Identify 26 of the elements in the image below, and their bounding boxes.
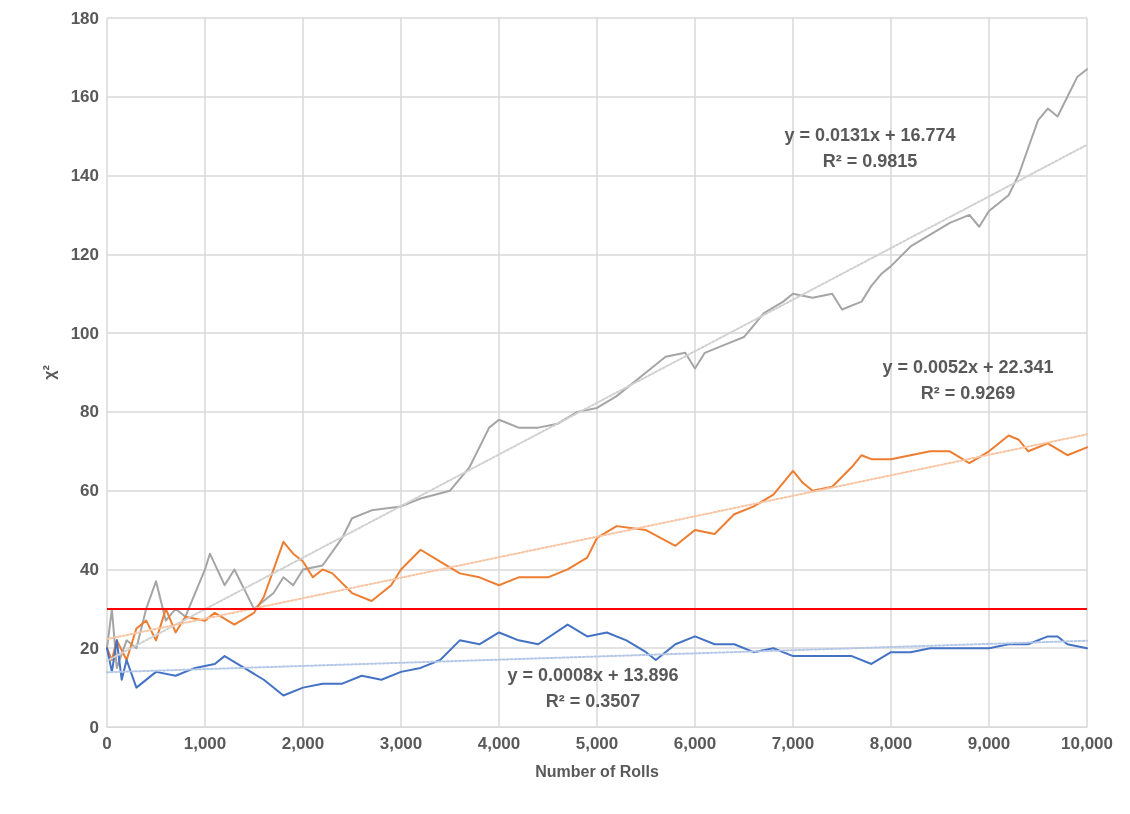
x-tick-label: 1,000 bbox=[183, 734, 227, 753]
x-tick-label: 7,000 bbox=[771, 734, 815, 753]
y-tick-label: 20 bbox=[80, 638, 99, 658]
y-tick-label: 140 bbox=[70, 166, 99, 186]
y-tick-label: 120 bbox=[70, 244, 99, 264]
x-tick-label: 5,000 bbox=[575, 734, 619, 753]
annotation: y = 0.0008x + 13.896 R² = 0.3507 bbox=[507, 665, 679, 711]
annotation: y = 0.0052x + 22.341 R² = 0.9269 bbox=[882, 357, 1054, 403]
y-tick-label: 60 bbox=[80, 481, 99, 501]
x-tick-label: 3,000 bbox=[379, 734, 423, 753]
x-tick-label: 4,000 bbox=[477, 734, 521, 753]
y-tick-label: 180 bbox=[70, 8, 99, 28]
x-axis-title: Number of Rolls bbox=[535, 762, 659, 780]
x-tick-label: 0 bbox=[102, 734, 112, 753]
y-tick-label: 160 bbox=[70, 87, 99, 107]
y-tick-label: 40 bbox=[80, 559, 99, 579]
y-tick-label: 100 bbox=[70, 323, 99, 343]
annotation: y = 0.0131x + 16.774 R² = 0.9815 bbox=[784, 125, 956, 171]
y-tick-label: 0 bbox=[89, 717, 99, 737]
x-tick-label: 8,000 bbox=[869, 734, 913, 753]
y-tick-label: 80 bbox=[80, 402, 99, 422]
x-tick-label: 10,000 bbox=[1061, 734, 1113, 753]
x-tick-label: 2,000 bbox=[281, 734, 325, 753]
x-tick-label: 9,000 bbox=[967, 734, 1011, 753]
y-axis-title: χ² bbox=[40, 365, 58, 380]
x-tick-label: 6,000 bbox=[673, 734, 717, 753]
